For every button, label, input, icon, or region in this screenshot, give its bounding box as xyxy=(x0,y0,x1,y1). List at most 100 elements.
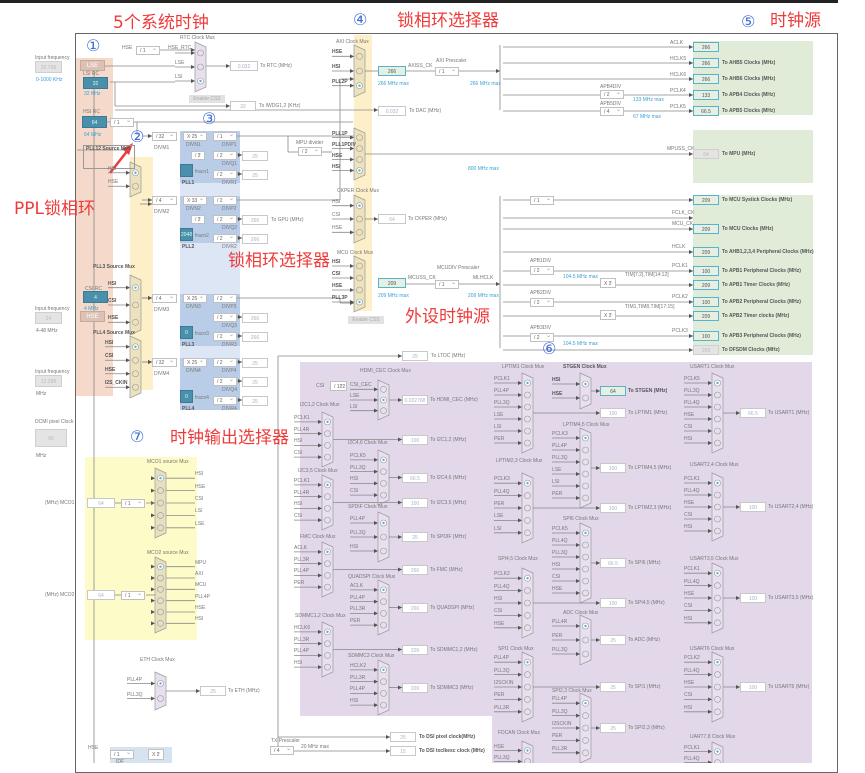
rtc-clock-mux[interactable] xyxy=(194,41,207,93)
rtc-hse-divider-dropdown[interactable]: / 1 xyxy=(136,45,160,55)
radio-option[interactable] xyxy=(157,524,164,532)
ckper-clock-mux[interactable] xyxy=(353,194,366,244)
lptim1-clock-mux[interactable] xyxy=(521,372,534,454)
radio-option[interactable] xyxy=(582,589,589,597)
radio-option[interactable] xyxy=(324,560,331,567)
axi-prescaler-dropdown[interactable]: / 1 xyxy=(435,66,459,76)
hdmi-cec-clock-mux[interactable] xyxy=(377,379,390,421)
radio-option[interactable] xyxy=(132,383,139,391)
fdcan-clock-mux[interactable] xyxy=(521,740,534,763)
mcu-enable-css-button[interactable]: Enable CSS xyxy=(348,316,384,324)
tx-prescaler-dropdown[interactable]: / 4 xyxy=(270,745,294,755)
radio-option[interactable] xyxy=(714,594,721,602)
divn3-dropdown[interactable]: X 25 xyxy=(183,293,207,303)
apb2div-dropdown[interactable]: / 2 xyxy=(530,297,554,307)
radio-option[interactable] xyxy=(524,624,531,632)
divq1-dropdown[interactable]: / 2 xyxy=(213,150,237,160)
radio-option[interactable] xyxy=(157,597,164,604)
usart1-clock-mux[interactable] xyxy=(711,372,724,454)
divm4-dropdown[interactable]: / 32 xyxy=(152,357,177,367)
usart2-4-clock-mux[interactable] xyxy=(711,472,724,542)
radio-option[interactable] xyxy=(324,516,331,524)
radio-option[interactable] xyxy=(157,620,164,627)
radio-option[interactable] xyxy=(714,439,721,447)
radio-option[interactable] xyxy=(582,458,589,466)
radio-option[interactable] xyxy=(132,356,139,364)
radio-option[interactable] xyxy=(714,415,721,423)
radio-option[interactable] xyxy=(524,439,531,447)
mcudiv-prescaler-dropdown[interactable]: / 1 xyxy=(435,279,459,289)
radio-option[interactable] xyxy=(356,215,363,223)
radio-option[interactable] xyxy=(132,182,139,190)
radio-option[interactable] xyxy=(714,607,721,614)
radio-option[interactable] xyxy=(582,712,589,719)
mcu-clock-mux[interactable] xyxy=(353,255,366,313)
radio-option[interactable] xyxy=(524,391,531,399)
radio-option[interactable] xyxy=(714,503,721,511)
i2c4-6-clock-mux[interactable] xyxy=(377,449,390,506)
divp4-dropdown[interactable]: / 2 xyxy=(213,357,237,367)
apb1div-dropdown[interactable]: / 2 xyxy=(530,265,554,275)
radio-option[interactable] xyxy=(524,415,531,423)
i2c1-2-clock-mux[interactable] xyxy=(321,411,334,468)
radio-option[interactable] xyxy=(524,403,531,411)
radio-option[interactable] xyxy=(524,696,531,703)
usart6-clock-mux[interactable] xyxy=(711,651,724,723)
radio-option[interactable] xyxy=(380,701,387,709)
radio-option[interactable] xyxy=(324,652,331,659)
radio-option[interactable] xyxy=(524,529,531,537)
radio-option[interactable] xyxy=(380,690,387,697)
radio-option[interactable] xyxy=(132,370,139,378)
radio-option[interactable] xyxy=(524,517,531,524)
pll3-fractional-field[interactable]: 0 xyxy=(180,326,193,339)
radio-option[interactable] xyxy=(324,572,331,579)
apb3div-dropdown[interactable]: / 2 xyxy=(530,332,554,342)
pll3-source-mux[interactable] xyxy=(129,274,142,336)
divn2-dropdown[interactable]: X 33 xyxy=(183,195,207,205)
radio-option[interactable] xyxy=(356,262,363,270)
radio-option[interactable] xyxy=(380,678,387,685)
radio-option[interactable] xyxy=(524,492,531,499)
divr2-dropdown[interactable]: / 2 xyxy=(213,233,237,243)
radio-option[interactable] xyxy=(582,749,589,757)
radio-option[interactable] xyxy=(356,274,363,282)
dcmi-pixel-clock-field[interactable]: 80 xyxy=(35,429,67,447)
radio-option[interactable] xyxy=(132,301,139,309)
pll12-source-mux[interactable] xyxy=(129,161,142,198)
radio-option[interactable] xyxy=(524,504,531,512)
radio-option[interactable] xyxy=(582,636,589,644)
divp3-dropdown[interactable]: / 2 xyxy=(213,293,237,303)
mco1-divider-dropdown[interactable]: / 1 xyxy=(121,498,145,508)
mco2-divider-dropdown[interactable]: / 1 xyxy=(121,590,145,600)
divr1-dropdown[interactable]: / 2 xyxy=(213,169,237,179)
radio-option[interactable] xyxy=(380,480,387,487)
radio-option[interactable] xyxy=(582,394,589,402)
radio-option[interactable] xyxy=(324,453,331,461)
radio-option[interactable] xyxy=(524,671,531,678)
stgen-clock-mux[interactable] xyxy=(579,372,592,410)
radio-option[interactable] xyxy=(356,286,363,294)
lse-input-frequency-field[interactable]: 32.768 xyxy=(35,61,62,73)
radio-option[interactable] xyxy=(380,468,387,475)
pll2-fractional-field[interactable]: 2048 xyxy=(180,228,193,241)
radio-option[interactable] xyxy=(524,587,531,594)
radio-option[interactable] xyxy=(714,491,721,499)
radio-option[interactable] xyxy=(380,621,387,629)
radio-option[interactable] xyxy=(714,391,721,399)
radio-option[interactable] xyxy=(582,565,589,573)
radio-option[interactable] xyxy=(132,319,139,326)
radio-option[interactable] xyxy=(524,683,531,691)
radio-option[interactable] xyxy=(714,683,721,691)
radio-option[interactable] xyxy=(157,512,164,519)
radio-option[interactable] xyxy=(582,737,589,744)
lptim4-5-clock-mux[interactable] xyxy=(579,427,592,509)
radio-option[interactable] xyxy=(197,63,204,71)
radio-option[interactable] xyxy=(356,229,363,236)
radio-option[interactable] xyxy=(714,427,721,435)
mco1-source-mux[interactable] xyxy=(154,467,167,539)
radio-option[interactable] xyxy=(157,487,164,494)
radio-option[interactable] xyxy=(582,494,589,502)
pll4-source-mux[interactable] xyxy=(129,335,142,399)
eth-clock-mux[interactable] xyxy=(154,671,167,711)
divr4-dropdown[interactable]: / 2 xyxy=(213,395,237,405)
